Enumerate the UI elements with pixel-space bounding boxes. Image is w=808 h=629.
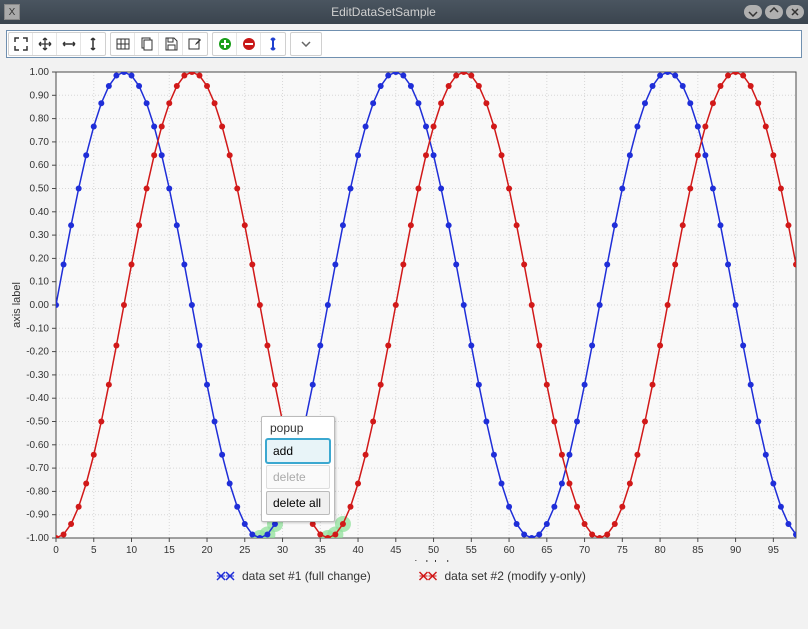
context-popup: popup adddeletedelete all [261,416,335,522]
toolbar-group-view [8,32,106,56]
content: -1.00 -0.90 -0.80 -0.70 -0.60 -0.50 -0.40 -0.30… [0,24,808,629]
svg-text:0.70: 0.70 [30,137,50,148]
svg-text:20: 20 [201,545,213,556]
height-button[interactable] [261,33,285,55]
svg-text:50: 50 [428,545,440,556]
save-button[interactable] [159,33,183,55]
svg-text:-0.30: -0.30 [26,370,49,381]
svg-text:25: 25 [239,545,251,556]
popup-title: popup [266,419,330,437]
fit-button[interactable] [9,33,33,55]
svg-text:90: 90 [730,545,742,556]
svg-text:95: 95 [768,545,780,556]
svg-text:0.50: 0.50 [30,184,50,195]
toolbar-group-edit [212,32,286,56]
titlebar: X EditDataSetSample [0,0,808,24]
svg-text:0.00: 0.00 [30,300,50,311]
svg-text:40: 40 [352,545,364,556]
minimize-button[interactable] [744,5,762,19]
app-icon: X [4,4,20,20]
svg-text:0.40: 0.40 [30,207,50,218]
svg-text:0.80: 0.80 [30,114,50,125]
popup-delete-button: delete [266,465,330,489]
svg-text:0.90: 0.90 [30,90,50,101]
svg-text:axis label: axis label [403,559,449,562]
svg-text:0.10: 0.10 [30,277,50,288]
chart-area[interactable]: -1.00 -0.90 -0.80 -0.70 -0.60 -0.50 -0.40 -0.30… [6,62,802,620]
svg-text:0.20: 0.20 [30,253,50,264]
add-point-button[interactable] [213,33,237,55]
svg-text:60: 60 [503,545,515,556]
window-title: EditDataSetSample [26,5,741,19]
svg-text:55: 55 [466,545,478,556]
svg-text:-0.80: -0.80 [26,486,49,497]
svg-text:-0.40: -0.40 [26,393,49,404]
svg-text:-0.70: -0.70 [26,463,49,474]
close-button[interactable] [786,5,804,19]
svg-text:data set #2 (modify y-only): data set #2 (modify y-only) [445,569,586,583]
svg-text:-0.20: -0.20 [26,347,49,358]
svg-text:axis label: axis label [11,282,23,328]
svg-text:35: 35 [315,545,327,556]
svg-text:10: 10 [126,545,138,556]
svg-text:30: 30 [277,545,289,556]
dropdown-button[interactable] [291,33,321,55]
svg-text:15: 15 [164,545,176,556]
pan-x-button[interactable] [57,33,81,55]
remove-point-button[interactable] [237,33,261,55]
svg-text:-0.10: -0.10 [26,323,49,334]
popup-delete-all-button[interactable]: delete all [266,491,330,515]
svg-text:45: 45 [390,545,402,556]
svg-text:-0.90: -0.90 [26,510,49,521]
toolbar-group-data [110,32,208,56]
svg-text:80: 80 [655,545,667,556]
svg-text:75: 75 [617,545,629,556]
grid-button[interactable] [111,33,135,55]
toolbar-group-more [290,32,322,56]
edit-button[interactable] [183,33,207,55]
legend: data set #1 (full change) data set #2 (mo… [6,562,802,590]
svg-text:0.60: 0.60 [30,160,50,171]
pan-button[interactable] [33,33,57,55]
svg-text:0.30: 0.30 [30,230,50,241]
svg-text:85: 85 [692,545,704,556]
popup-add-button[interactable]: add [266,439,330,463]
chart-svg: -1.00 -0.90 -0.80 -0.70 -0.60 -0.50 -0.40 -0.30… [6,62,802,562]
svg-text:65: 65 [541,545,553,556]
toolbar [6,30,802,58]
copy-button[interactable] [135,33,159,55]
svg-text:data set #1 (full change): data set #1 (full change) [242,569,371,583]
svg-text:-1.00: -1.00 [26,533,49,544]
svg-text:70: 70 [579,545,591,556]
maximize-button[interactable] [765,5,783,19]
svg-text:-0.50: -0.50 [26,417,49,428]
svg-text:5: 5 [91,545,97,556]
svg-text:1.00: 1.00 [30,67,50,78]
svg-text:0: 0 [53,545,59,556]
svg-text:-0.60: -0.60 [26,440,49,451]
pan-y-button[interactable] [81,33,105,55]
